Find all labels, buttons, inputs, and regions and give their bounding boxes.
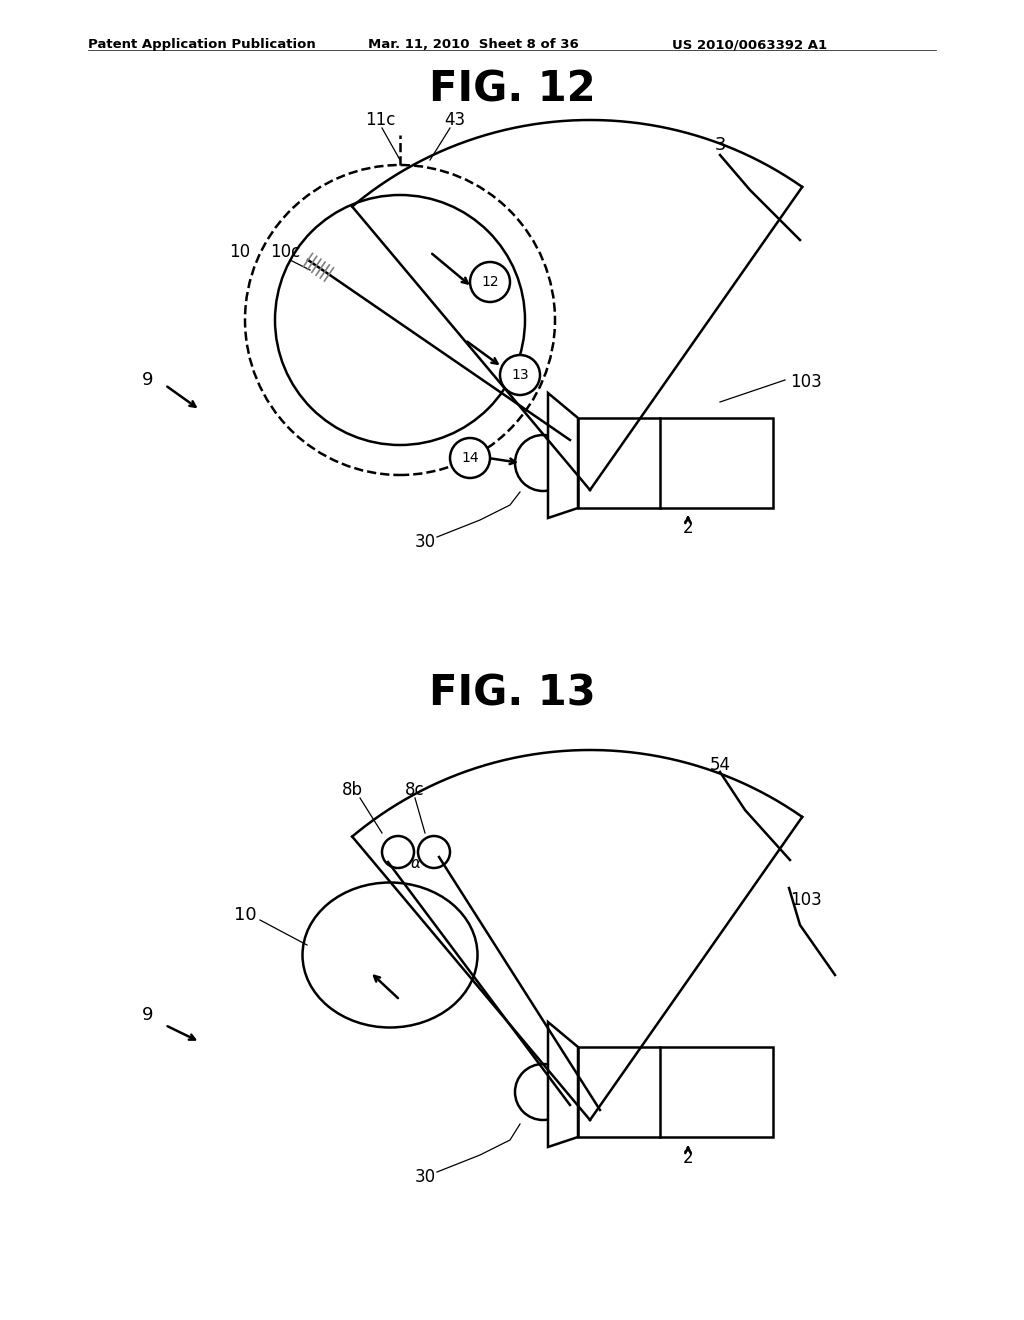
Text: 30: 30: [415, 1168, 435, 1185]
Text: 9: 9: [142, 1006, 154, 1024]
Circle shape: [418, 836, 450, 869]
Text: 10: 10: [233, 906, 256, 924]
Text: 54: 54: [710, 756, 730, 774]
Text: 13: 13: [511, 368, 528, 381]
Circle shape: [470, 261, 510, 302]
Text: α: α: [411, 857, 421, 871]
Circle shape: [515, 1064, 571, 1119]
Text: 3: 3: [715, 136, 726, 154]
FancyBboxPatch shape: [578, 1047, 773, 1137]
Text: 30: 30: [415, 533, 435, 550]
Text: 103: 103: [790, 374, 821, 391]
Text: FIG. 12: FIG. 12: [429, 69, 595, 110]
Polygon shape: [548, 393, 578, 517]
Text: 10: 10: [229, 243, 251, 261]
Text: US 2010/0063392 A1: US 2010/0063392 A1: [672, 38, 827, 51]
Text: Mar. 11, 2010  Sheet 8 of 36: Mar. 11, 2010 Sheet 8 of 36: [368, 38, 579, 51]
Text: 14: 14: [461, 451, 479, 465]
Text: 2: 2: [683, 1148, 693, 1167]
Text: 43: 43: [444, 111, 466, 129]
Polygon shape: [558, 1072, 578, 1111]
FancyBboxPatch shape: [578, 418, 773, 508]
Text: 8c: 8c: [406, 781, 425, 799]
Text: Patent Application Publication: Patent Application Publication: [88, 38, 315, 51]
Circle shape: [450, 438, 490, 478]
Text: 12: 12: [481, 275, 499, 289]
Text: 9: 9: [142, 371, 154, 389]
Circle shape: [382, 836, 414, 869]
Text: 103: 103: [790, 891, 821, 909]
Text: 11c: 11c: [365, 111, 395, 129]
Text: 10c: 10c: [270, 243, 300, 261]
Circle shape: [500, 355, 540, 395]
Circle shape: [515, 436, 571, 491]
Text: 2: 2: [683, 519, 693, 537]
Text: 8b: 8b: [341, 781, 362, 799]
Text: FIG. 13: FIG. 13: [429, 672, 595, 714]
Polygon shape: [558, 444, 578, 483]
Polygon shape: [548, 1022, 578, 1147]
